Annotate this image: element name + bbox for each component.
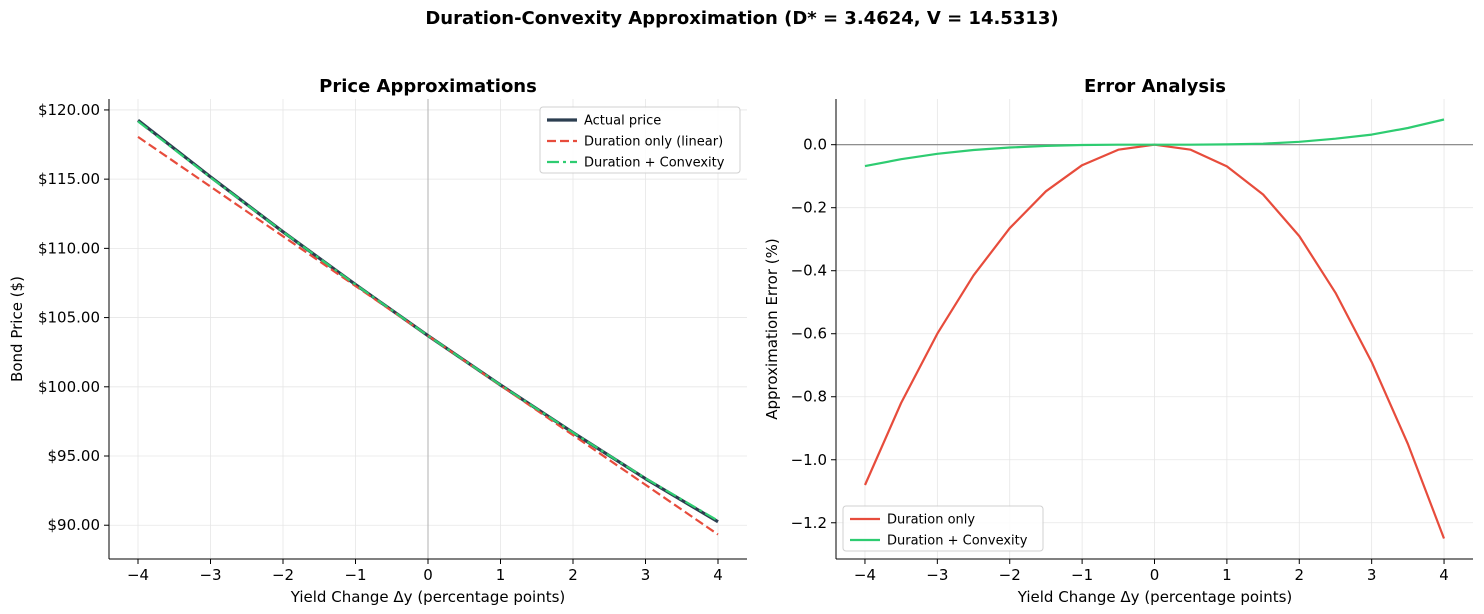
x-tick-label: 4 [1439,566,1449,584]
y-tick-label: −0.6 [791,325,827,343]
y-tick-label: $90.00 [48,516,101,534]
x-tick-label: 0 [423,566,433,584]
ticks: −4 −3 −2 −1 0 1 2 3 4 $90.00 $95.00 $100.00 $105.00 $… [38,101,723,584]
legend-label: Actual price [584,114,661,129]
x-tick-label: 4 [713,566,723,584]
x-tick-label: −4 [854,566,876,584]
legend-label: Duration only (linear) [584,135,723,150]
legend-box [842,505,1044,552]
price-approximations-chart: Price Approximations Yield Change Δy (pe… [8,76,747,606]
legend: Duration only Duration + Convexity [842,505,1044,552]
y-tick-label: −0.4 [791,262,827,280]
y-tick-label: $105.00 [38,309,100,327]
legend-label: Duration + Convexity [887,534,1028,549]
x-tick-label: −4 [127,566,149,584]
grid [836,99,1473,559]
y-tick-label: −0.8 [791,388,827,406]
y-axis-label: Bond Price ($) [8,276,26,382]
x-axis-label: Yield Change Δy (percentage points) [290,588,566,606]
x-tick-label: −2 [999,566,1021,584]
x-tick-label: 0 [1150,566,1160,584]
series-line-1 [864,118,1445,168]
y-tick-label: $115.00 [38,170,100,188]
x-tick-label: 2 [1294,566,1304,584]
y-tick-label: −1.0 [791,451,827,469]
x-tick-label: −3 [199,566,221,584]
y-tick-label: −1.2 [791,514,827,532]
y-axis-label: Approximation Error (%) [763,238,781,420]
legend: Actual price Duration only (linear) Durati… [539,106,741,174]
x-tick-label: −1 [344,566,366,584]
y-tick-label: 0.0 [803,136,827,154]
y-tick-label: $100.00 [38,378,100,396]
x-tick-label: 1 [496,566,506,584]
error-analysis-chart: Error Analysis Yield Change Δy (percenta… [763,76,1473,606]
x-tick-label: 3 [1367,566,1377,584]
x-tick-label: 1 [1222,566,1232,584]
y-tick-label: −0.2 [791,199,827,217]
series-line-2 [137,120,719,522]
x-tick-label: −2 [272,566,294,584]
x-tick-label: 3 [641,566,651,584]
chart-title: Error Analysis [1084,76,1226,97]
y-tick-label: $95.00 [48,447,101,465]
legend-label: Duration + Convexity [584,156,725,171]
x-tick-label: −3 [926,566,948,584]
legend-box [539,106,741,174]
ticks: −4 −3 −2 −1 0 1 2 3 4 0.0 −0.2 −0.4 −0.6 −0.8 −1.0 −1.2 [791,136,1449,584]
y-tick-label: $120.00 [38,101,100,119]
legend-label: Duration only [887,513,975,528]
y-tick-label: $110.00 [38,239,100,257]
figure-suptitle: Duration-Convexity Approximation (D* = 3… [425,8,1058,29]
series-line-1 [137,135,719,536]
x-tick-label: −1 [1071,566,1093,584]
x-tick-label: 2 [568,566,578,584]
x-axis-label: Yield Change Δy (percentage points) [1017,588,1293,606]
chart-title: Price Approximations [319,76,537,97]
